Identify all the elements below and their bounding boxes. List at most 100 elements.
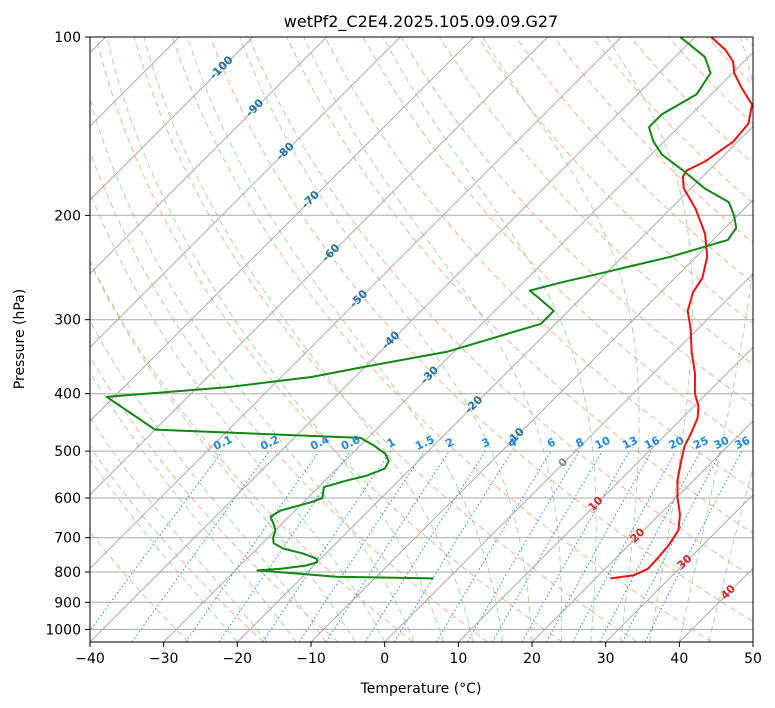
mixing-ratio-line [599, 450, 701, 642]
dry-adiabat-line [90, 356, 339, 642]
mixing-ratio-label: 1.5 [413, 433, 436, 453]
mixing-ratio-line [521, 450, 630, 642]
x-tick-label: 20 [523, 651, 541, 667]
dry-adiabat-line [324, 37, 753, 491]
x-tick-label: −40 [75, 651, 105, 667]
isotherm-line [605, 493, 753, 642]
mixing-ratio-line [262, 450, 392, 642]
isotherm-label: -90 [243, 96, 266, 119]
isotherm-line [90, 37, 254, 201]
isotherm-line [90, 37, 475, 422]
y-tick-label: 300 [54, 313, 81, 329]
moist-adiabat-line [678, 37, 753, 642]
dry-adiabat-line [706, 37, 753, 86]
mixing-ratio-label: 0.6 [339, 433, 362, 453]
isotherm-line [752, 641, 753, 642]
y-tick-label: 800 [54, 565, 81, 581]
mixing-ratio-label: 36 [733, 434, 753, 452]
mixing-ratio-line [393, 450, 513, 642]
isotherm-line [678, 567, 753, 642]
dry-adiabat-line [90, 531, 190, 642]
isotherm-label: 10 [586, 494, 606, 514]
isotherm-label: 40 [718, 582, 738, 602]
x-tick-label: −30 [149, 651, 179, 667]
y-tick-label: 600 [54, 491, 81, 507]
moist-adiabat-line [303, 37, 563, 642]
mixing-ratio-line [185, 450, 320, 642]
moist-adiabat-line [90, 416, 268, 642]
moist-adiabat-line [239, 37, 533, 642]
isotherm-label: 0 [556, 455, 571, 470]
isotherm-line [90, 37, 696, 642]
mixing-ratio-label: 30 [712, 434, 732, 452]
dewpoint-trace [105, 37, 738, 580]
mixing-ratio-label: 20 [667, 434, 687, 452]
y-tick-label: 200 [54, 208, 81, 224]
isotherm-label: -50 [347, 287, 370, 310]
moist-adiabat-line [606, 37, 694, 642]
dry-adiabat-line [90, 259, 414, 642]
background-lines [90, 37, 753, 642]
isotherm-label: 20 [628, 525, 648, 545]
isotherm-line [90, 37, 622, 570]
isotherm-label: -80 [274, 139, 297, 162]
x-tick-label: 0 [380, 651, 389, 667]
dry-adiabat-line [591, 37, 753, 204]
mixing-ratio-label: 1 [385, 435, 397, 450]
mixing-ratio-line [325, 450, 450, 642]
dry-adiabat-line [515, 37, 753, 284]
dry-adiabat-line [90, 445, 264, 642]
isotherm-line [310, 199, 753, 642]
moist-adiabat-line [143, 37, 474, 642]
x-tick-label: 40 [670, 651, 688, 667]
mixing-ratio-line [364, 450, 486, 642]
isotherm-label: -70 [299, 188, 322, 211]
moist-adiabat-line [90, 190, 386, 642]
mixing-ratio-label: 0.2 [258, 433, 281, 453]
isotherm-line [384, 272, 753, 642]
y-tick-label: 1000 [45, 622, 81, 638]
dry-adiabat-line [668, 37, 753, 125]
moist-adiabat-line [187, 37, 503, 642]
mixing-ratio-line [298, 450, 425, 642]
x-tick-label: 10 [449, 651, 467, 667]
sounding-traces [105, 37, 753, 580]
moist-adiabat-line [90, 261, 356, 642]
chart-title: wetPf2_C2E4.2025.105.09.09.G27 [284, 12, 558, 32]
isotherm-line [236, 125, 753, 642]
temperature-trace [610, 37, 753, 580]
isotherm-line [90, 37, 328, 275]
mixing-ratio-line [218, 450, 351, 642]
dry-adiabat-line [248, 37, 753, 578]
isotherm-line [90, 37, 401, 349]
dry-adiabat-line [90, 150, 488, 642]
isotherm-label: -40 [379, 328, 402, 351]
moist-adiabat-line [382, 37, 597, 642]
x-tick-label: 50 [744, 651, 762, 667]
moist-adiabat-line [708, 465, 753, 642]
isotherm-line [163, 51, 753, 642]
y-tick-label: 500 [54, 444, 81, 460]
y-tick-label: 100 [54, 30, 81, 46]
mixing-ratio-label: 0.1 [211, 433, 234, 453]
isotherm-line [90, 37, 549, 496]
mixing-ratio-line [644, 450, 743, 642]
mixing-ratio-label: 16 [642, 434, 662, 452]
dry-adiabat-line [744, 37, 753, 47]
moist-adiabat-line [106, 37, 445, 642]
x-tick-label: −10 [296, 651, 326, 667]
mixing-ratio-line [545, 450, 653, 642]
isotherm-line [457, 346, 753, 642]
moist-adiabat-line [90, 370, 297, 642]
y-axis-title: Pressure (hPa) [12, 289, 28, 389]
moist-adiabat-line [482, 37, 640, 642]
dry-adiabat-line [210, 37, 753, 623]
isotherm-label: -30 [418, 363, 441, 386]
isotherm-label: -20 [462, 393, 485, 416]
mixing-ratio-label: 13 [620, 434, 639, 452]
mixing-ratio-label: 3 [480, 435, 492, 450]
mixing-ratio-label: 10 [593, 434, 613, 452]
dry-adiabat-line [171, 37, 712, 642]
